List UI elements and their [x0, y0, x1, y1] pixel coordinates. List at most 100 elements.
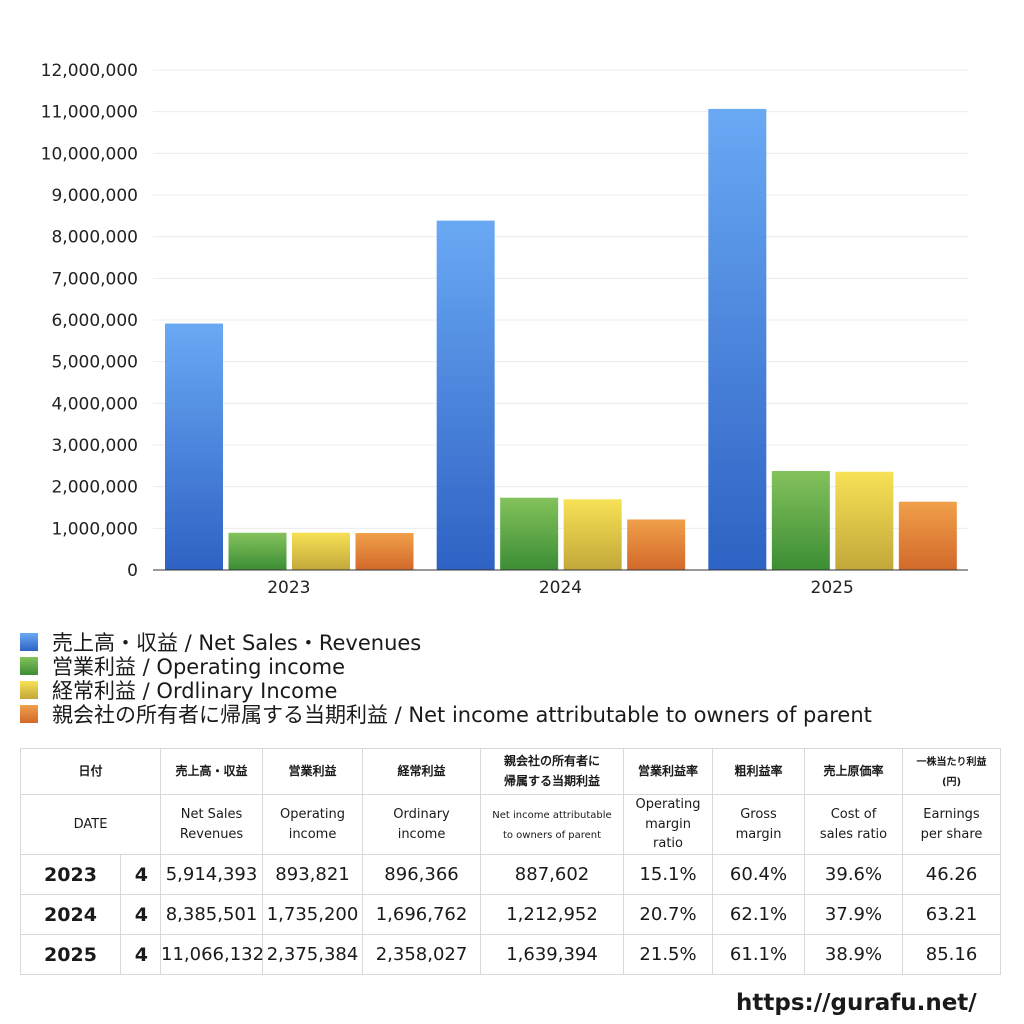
header-operating-en-line1: Operating [280, 807, 346, 822]
row-net: 1,212,952 [480, 894, 625, 935]
row-net: 1,639,394 [480, 934, 625, 975]
row-cost: 37.9% [804, 894, 904, 935]
bar-2024-series-2 [563, 499, 622, 570]
row-count: 4 [119, 894, 162, 935]
bar-2023-series-1 [228, 532, 287, 570]
legend-swatch-ordinary [20, 681, 38, 699]
y-axis-ticks: 0 1,000,000 2,000,000 3,000,000 4,000,000 5,0… [41, 61, 138, 581]
header-eps-jp-line2: (円) [941, 776, 962, 788]
x-tick-label: 2023 [267, 578, 310, 598]
y-tick-label: 11,000,000 [41, 103, 138, 123]
table-row: 2025 4 11,066,132 2,375,384 2,358,027 1,… [20, 934, 1002, 975]
legend-item-sales: 売上高・収益 / Net Sales・Revenues [20, 630, 872, 655]
header-ordinary-en-line1: Ordinary [393, 807, 450, 822]
header-cost-en-line1: Cost of [830, 807, 877, 822]
row-operating: 2,375,384 [262, 934, 364, 975]
bar-2023-series-0 [165, 323, 223, 570]
row-gm: 62.1% [712, 894, 806, 935]
y-tick-label: 5,000,000 [51, 353, 138, 373]
bar-2024-series-1 [500, 497, 559, 570]
header-net-en-line2: to owners of parent [502, 829, 602, 841]
row-operating: 893,821 [262, 854, 364, 895]
y-tick-label: 8,000,000 [51, 228, 138, 248]
row-eps: 46.26 [902, 854, 1002, 895]
header-operating-jp: 営業利益 [262, 748, 364, 795]
header-sales-en-line2: Revenues [179, 826, 244, 842]
y-tick-label: 0 [127, 561, 138, 581]
row-count: 4 [119, 934, 162, 975]
legend: 売上高・収益 / Net Sales・Revenues 営業利益 / Opera… [20, 630, 872, 727]
row-net: 887,602 [480, 854, 625, 895]
header-net-en: Net income attributable to owners of pare… [480, 794, 625, 855]
row-year: 2025 [20, 934, 121, 975]
row-count: 4 [119, 854, 162, 895]
row-sales: 11,066,132 [160, 934, 264, 975]
header-cost-en: Cost of sales ratio [804, 794, 904, 855]
row-opm: 15.1% [623, 854, 714, 895]
header-opm-en: Operating margin ratio [623, 794, 714, 855]
header-opm-en-line2: margin [645, 816, 691, 832]
header-gm-en: Gross margin [712, 794, 806, 855]
site-url[interactable]: https://gurafu.net/ [736, 990, 977, 1016]
row-eps: 63.21 [902, 894, 1002, 935]
row-year: 2024 [20, 894, 121, 935]
financial-table: 日付 売上高・収益 営業利益 経常利益 親会社の所有者に 帰属する当期利益 営業利… [19, 748, 1002, 975]
header-cost-en-line2: sales ratio [819, 826, 888, 842]
table-row: 2023 4 5,914,393 893,821 896,366 887,602… [20, 854, 1002, 895]
bar-2023-series-2 [292, 532, 350, 570]
header-net-jp-line1: 親会社の所有者に [504, 754, 601, 769]
y-tick-label: 3,000,000 [51, 436, 138, 456]
row-operating: 1,735,200 [262, 894, 364, 935]
row-ordinary: 1,696,762 [362, 894, 482, 935]
row-opm: 20.7% [623, 894, 714, 935]
header-date-en: DATE [19, 794, 162, 855]
header-eps-jp-line1: 一株当たり利益 [916, 757, 987, 769]
header-net-jp: 親会社の所有者に 帰属する当期利益 [480, 748, 625, 795]
row-year: 2023 [20, 854, 121, 895]
bar-2024-series-0 [436, 220, 495, 570]
legend-label-ordinary: 経常利益 / Ordlinary Income [52, 679, 338, 703]
header-operating-en: Operating income [262, 794, 364, 855]
header-ordinary-jp: 経常利益 [362, 748, 482, 795]
row-sales: 5,914,393 [160, 854, 264, 895]
bar-2025-series-2 [835, 471, 894, 570]
bars [165, 108, 957, 570]
row-cost: 39.6% [804, 854, 904, 895]
header-opm-jp: 営業利益率 [623, 748, 714, 795]
header-gm-en-line2: margin [735, 826, 782, 842]
header-sales-jp: 売上高・収益 [160, 748, 264, 795]
row-gm: 61.1% [712, 934, 806, 975]
header-eps-jp: 一株当たり利益 (円) [902, 748, 1002, 795]
header-sales-en-line1: Net Sales [180, 807, 243, 822]
gridlines [153, 69, 968, 529]
y-tick-label: 4,000,000 [51, 394, 138, 414]
header-date-jp: 日付 [19, 748, 162, 795]
legend-item-net: 親会社の所有者に帰属する当期利益 / Net income attributab… [20, 702, 872, 727]
legend-item-ordinary: 経常利益 / Ordlinary Income [20, 678, 872, 703]
header-net-en-line1: Net income attributable [492, 810, 612, 821]
bar-2025-series-3 [898, 501, 957, 570]
bar-2025-series-1 [771, 471, 830, 570]
legend-swatch-operating [20, 657, 38, 675]
y-tick-label: 10,000,000 [41, 144, 138, 164]
row-ordinary: 896,366 [362, 854, 482, 895]
bar-2024-series-3 [627, 519, 686, 570]
legend-swatch-sales [20, 633, 38, 651]
header-ordinary-en: Ordinary income [362, 794, 482, 855]
header-row-en: DATE Net Sales Revenues Operating income O… [19, 794, 1002, 855]
y-tick-label: 2,000,000 [51, 478, 138, 498]
header-row-jp: 日付 売上高・収益 営業利益 経常利益 親会社の所有者に 帰属する当期利益 営業利… [19, 748, 1002, 795]
header-eps-en-line2: per share [920, 826, 983, 842]
header-eps-en-line1: Earnings [923, 807, 980, 822]
x-axis-ticks: 2023 2024 2025 [267, 578, 854, 598]
y-tick-label: 7,000,000 [51, 269, 138, 289]
x-tick-label: 2024 [539, 578, 582, 598]
y-tick-label: 12,000,000 [41, 61, 138, 81]
y-tick-label: 9,000,000 [51, 186, 138, 206]
row-cost: 38.9% [804, 934, 904, 975]
header-cost-jp: 売上原価率 [804, 748, 904, 795]
y-tick-label: 1,000,000 [51, 519, 138, 539]
header-eps-en: Earnings per share [902, 794, 1002, 855]
header-gm-jp: 粗利益率 [712, 748, 806, 795]
row-gm: 60.4% [712, 854, 806, 895]
